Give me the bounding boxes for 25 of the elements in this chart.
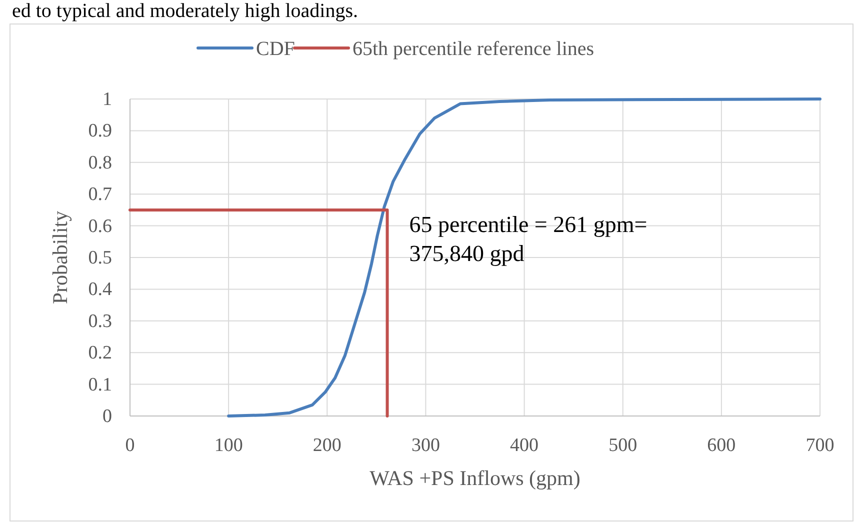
x-tick-label: 100 <box>214 435 243 456</box>
y-tick-label: 0.6 <box>88 216 112 237</box>
y-tick-label: 0.5 <box>88 248 112 268</box>
y-tick-label: 0.4 <box>88 279 112 300</box>
y-tick-label: 0.1 <box>88 374 112 396</box>
x-tick-label: 500 <box>608 435 638 456</box>
y-tick-label: 0.8 <box>88 152 112 174</box>
x-tick-label: 300 <box>411 435 440 456</box>
annotation: 65 percentile = 261 gpm= 375,840 gpd <box>409 212 648 266</box>
y-tick-label: 0.9 <box>88 120 112 142</box>
y-axis-title: Probability <box>48 210 72 304</box>
x-tick-label: 0 <box>125 435 135 456</box>
legend-label: 65th percentile reference lines <box>352 38 594 60</box>
y-tick-label: 1 <box>102 89 112 110</box>
y-tick-label: 0.3 <box>88 310 112 332</box>
x-tick-label: 600 <box>707 435 736 456</box>
x-tick-label: 400 <box>510 435 539 456</box>
legend-label: CDF <box>256 38 295 60</box>
y-tick-label: 0.2 <box>88 342 112 364</box>
x-tick-label: 200 <box>312 435 342 456</box>
x-tick-label: 700 <box>806 435 834 456</box>
y-tick-label: 0 <box>102 406 112 427</box>
y-tick-label: 0.7 <box>88 184 112 206</box>
text: ed to typical and moderately high loadings. <box>12 0 358 22</box>
x-axis-title: WAS +PS Inflows (gpm) <box>370 466 580 490</box>
